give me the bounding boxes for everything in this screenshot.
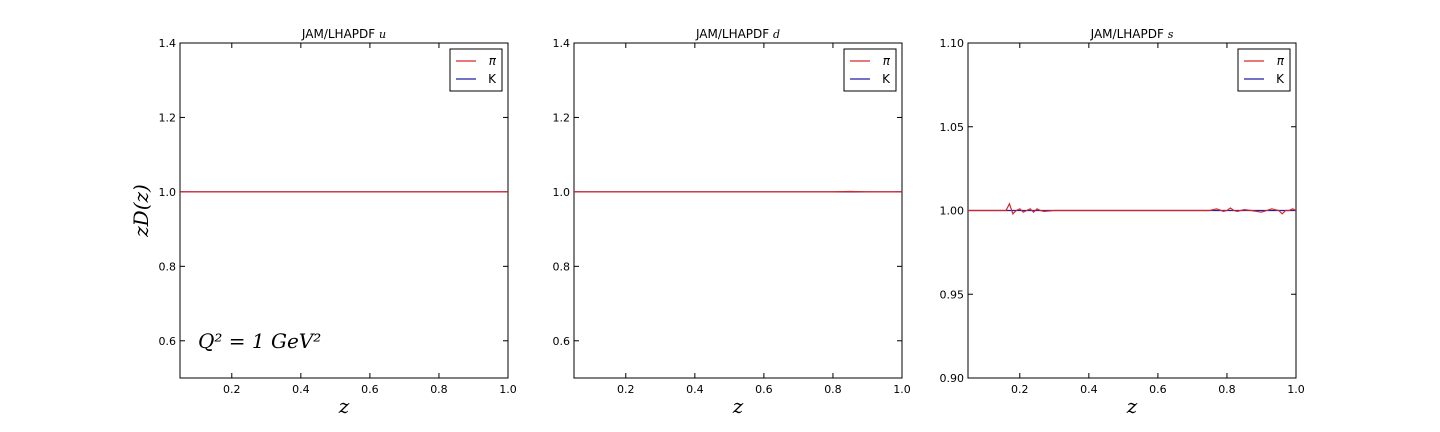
- x-axis-label: z: [338, 394, 350, 418]
- x-tick-label: 0.6: [361, 383, 379, 396]
- y-tick-label: 1.2: [159, 111, 177, 124]
- legend: πK: [1237, 48, 1291, 92]
- y-tick-label: 0.8: [553, 260, 571, 273]
- y-tick-label: 0.6: [553, 335, 571, 348]
- x-tick-label: 0.8: [824, 383, 842, 396]
- legend-label-pi: π: [489, 54, 497, 68]
- y-tick-label: 0.8: [159, 260, 177, 273]
- chart-title: JAM/LHAPDF u: [301, 27, 386, 41]
- q2-annotation: Q² = 1 GeV²: [198, 329, 321, 353]
- y-tick-label: 1.00: [940, 205, 965, 218]
- y-tick-label: 1.2: [553, 111, 571, 124]
- legend-label-pi: π: [1277, 54, 1285, 68]
- legend-box: [1237, 48, 1291, 92]
- chart-panel-u: 0.2 0.4 0.6 0.8 1.0 0.6 0.8 1.0 1.2 1.4 JAM/LHAPDF…: [129, 27, 517, 418]
- plot-frame: [573, 42, 903, 379]
- x-tick-label: 0.4: [686, 383, 704, 396]
- chart-title: JAM/LHAPDF s: [1090, 27, 1174, 41]
- x-axis-label: z: [732, 394, 744, 418]
- y-tick-label: 1.0: [553, 186, 571, 199]
- y-tick-label: 1.0: [159, 186, 177, 199]
- y-tick-label: 0.90: [940, 372, 965, 385]
- legend-label-K: K: [488, 72, 497, 86]
- x-tick-label: 0.4: [1080, 383, 1098, 396]
- x-tick-label: 1.0: [1287, 383, 1305, 396]
- legend-box: [843, 48, 897, 92]
- plot-frame: [179, 42, 509, 379]
- x-tick-label: 0.4: [292, 383, 310, 396]
- x-tick-label: 0.2: [223, 383, 241, 396]
- x-tick-label: 0.6: [755, 383, 773, 396]
- x-tick-label: 1.0: [499, 383, 517, 396]
- y-tick-label: 1.10: [940, 37, 965, 50]
- chart-panel-d: 0.2 0.4 0.6 0.8 1.0 0.6 0.8 1.0 1.2 1.4 JAM/LHAPDF…: [553, 27, 911, 418]
- x-tick-label: 0.2: [617, 383, 635, 396]
- y-tick-label: 0.6: [159, 335, 177, 348]
- y-tick-label: 1.4: [159, 37, 177, 50]
- y-axis-label: zD(z): [129, 184, 153, 238]
- chart-title: JAM/LHAPDF d: [695, 27, 780, 41]
- x-tick-label: 0.6: [1149, 383, 1167, 396]
- series-line-pi: [968, 202, 1296, 215]
- legend-box: [449, 48, 503, 92]
- x-tick-label: 0.2: [1011, 383, 1029, 396]
- legend: πK: [449, 48, 503, 92]
- y-tick-label: 0.95: [940, 288, 965, 301]
- y-tick-label: 1.05: [940, 121, 965, 134]
- legend-label-pi: π: [883, 54, 891, 68]
- legend-label-K: K: [1276, 72, 1285, 86]
- legend-label-K: K: [882, 72, 891, 86]
- x-tick-label: 1.0: [893, 383, 911, 396]
- x-axis-label: z: [1126, 394, 1138, 418]
- y-tick-label: 1.4: [553, 37, 571, 50]
- x-tick-label: 0.8: [430, 383, 448, 396]
- legend: πK: [843, 48, 897, 92]
- x-tick-label: 0.8: [1218, 383, 1236, 396]
- chart-panel-s: 0.2 0.4 0.6 0.8 1.0 0.90 0.95 1.00 1.05 1.10 JAM/L…: [940, 27, 1305, 418]
